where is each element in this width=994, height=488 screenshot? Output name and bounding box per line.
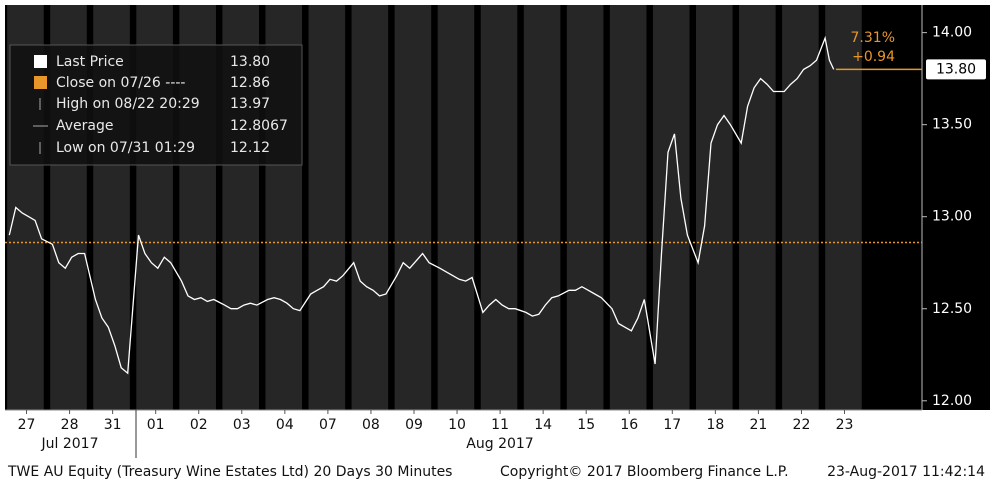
- legend-value: 13.80: [230, 54, 270, 70]
- x-tick-label: 15: [577, 417, 595, 433]
- legend-icon: [34, 76, 47, 89]
- change-pct: 7.31%: [851, 30, 895, 46]
- legend-label: Low on 07/31 01:29: [56, 140, 195, 156]
- x-tick-label: 09: [405, 417, 423, 433]
- x-tick-label: 08: [362, 417, 380, 433]
- legend-icon: [34, 55, 47, 68]
- session-band: [437, 5, 475, 410]
- legend-value: 13.97: [230, 96, 270, 112]
- x-tick-label: 18: [706, 417, 724, 433]
- x-tick-label: 01: [147, 417, 165, 433]
- session-band: [609, 5, 647, 410]
- legend-label: Close on 07/26 ----: [56, 75, 185, 91]
- month-label: Aug 2017: [466, 436, 533, 452]
- session-band: [782, 5, 819, 410]
- month-label: Jul 2017: [41, 436, 99, 452]
- price-line: [8, 35, 835, 375]
- y-tick-label: 12.50: [932, 301, 972, 317]
- legend-value: 12.12: [230, 140, 270, 156]
- y-tick-label: 13.50: [932, 117, 972, 133]
- session-band: [652, 5, 690, 410]
- legend-value: 12.8067: [230, 118, 288, 134]
- footer-center: Copyright© 2017 Bloomberg Finance L.P.: [500, 464, 789, 480]
- footer-right: 23-Aug-2017 11:42:14: [827, 464, 985, 480]
- x-tick-label: 11: [491, 417, 509, 433]
- x-tick-label: 14: [534, 417, 552, 433]
- x-tick-label: 07: [319, 417, 337, 433]
- session-band: [351, 5, 389, 410]
- y-tick-label: 13.00: [932, 209, 972, 225]
- x-tick-label: 04: [276, 417, 294, 433]
- legend-label: Last Price: [56, 54, 124, 70]
- content: 12.00 12.50 13.00 13.50 14.00 27 28 31 01 02 03 04 0…: [5, 25, 986, 433]
- session-band: [480, 5, 518, 410]
- x-tick-label: 10: [448, 417, 466, 433]
- x-tick-label: 22: [793, 417, 811, 433]
- session-band: [739, 5, 776, 410]
- x-tick-label: 16: [620, 417, 638, 433]
- session-band: [523, 5, 561, 410]
- x-tick-label: 27: [18, 417, 36, 433]
- legend-box: [9, 44, 303, 166]
- legend-label: Average: [56, 118, 114, 134]
- session-band: [566, 5, 604, 410]
- y-tick-label: 12.00: [932, 393, 972, 409]
- last-price-box: [926, 59, 986, 80]
- legend-value: 12.86: [230, 75, 270, 91]
- x-tick-label: 03: [233, 417, 251, 433]
- legend-label: High on 08/22 20:29: [56, 96, 200, 112]
- footer-left: TWE AU Equity (Treasury Wine Estates Ltd…: [7, 464, 452, 480]
- last-price-label: 13.80: [936, 61, 976, 77]
- y-tick-label: 14.00: [932, 25, 972, 41]
- x-tick-label: 02: [190, 417, 208, 433]
- x-tick-label: 28: [61, 417, 79, 433]
- session-band: [308, 5, 346, 410]
- x-tick-label: 21: [749, 417, 767, 433]
- change-abs: +0.94: [852, 49, 895, 65]
- x-tick-label: 31: [104, 417, 122, 433]
- x-tick-label: 17: [663, 417, 681, 433]
- session-band: [825, 5, 862, 410]
- session-band: [394, 5, 432, 410]
- x-tick-label: 23: [836, 417, 854, 433]
- session-band: [695, 5, 733, 410]
